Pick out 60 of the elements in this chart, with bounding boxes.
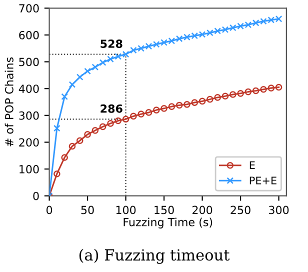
point bbox=[61, 93, 68, 100]
point bbox=[92, 127, 99, 134]
point bbox=[198, 98, 206, 105]
point bbox=[84, 131, 91, 138]
x-tick-label: 250 bbox=[230, 206, 250, 214]
x-tick-label: 150 bbox=[154, 206, 174, 214]
x-axis-title: Fuzzing Time (s) bbox=[124, 218, 212, 228]
point bbox=[275, 84, 282, 91]
point bbox=[152, 106, 160, 114]
point bbox=[76, 74, 84, 80]
x-tick-label: 200 bbox=[192, 206, 212, 214]
point bbox=[99, 59, 106, 66]
y-tick-label: 700 bbox=[19, 4, 39, 13]
point bbox=[229, 91, 236, 98]
point bbox=[184, 101, 190, 108]
point bbox=[176, 102, 183, 109]
point bbox=[138, 110, 144, 118]
point bbox=[168, 103, 176, 110]
point bbox=[237, 90, 244, 97]
point bbox=[107, 56, 114, 63]
y-tick-label: 100 bbox=[20, 165, 39, 174]
point bbox=[206, 96, 214, 103]
point bbox=[68, 142, 76, 150]
annotation: 528 bbox=[100, 40, 122, 48]
point bbox=[260, 86, 267, 93]
point bbox=[84, 68, 91, 75]
text: (a) Fuzzing timeout bbox=[79, 248, 230, 264]
point bbox=[160, 105, 168, 112]
point bbox=[54, 170, 60, 178]
point bbox=[191, 99, 198, 106]
point bbox=[54, 124, 60, 132]
point bbox=[268, 84, 275, 92]
point bbox=[92, 64, 99, 71]
annotation: 286 bbox=[100, 104, 122, 113]
point bbox=[99, 123, 106, 130]
x-tick-label: 100 bbox=[116, 206, 136, 214]
y-tick-label: 400 bbox=[18, 84, 39, 93]
y-tick-label: 0 bbox=[33, 192, 39, 200]
x-tick-label: 0 bbox=[46, 206, 52, 214]
point bbox=[68, 81, 76, 88]
point bbox=[107, 120, 114, 127]
point bbox=[122, 116, 130, 123]
x-tick-label: 50 bbox=[81, 206, 94, 214]
y-axis-title: # of POP Chains bbox=[4, 57, 14, 146]
point bbox=[61, 154, 68, 161]
point bbox=[214, 94, 221, 101]
x-tick-label: 300 bbox=[269, 206, 289, 214]
point bbox=[130, 112, 137, 120]
legend-label: PE+E bbox=[250, 176, 276, 184]
point bbox=[222, 92, 229, 100]
y-tick-label: 300 bbox=[19, 111, 39, 120]
point bbox=[76, 137, 84, 144]
y-tick-label: 200 bbox=[19, 138, 39, 147]
point bbox=[244, 88, 252, 96]
point bbox=[114, 117, 122, 124]
point bbox=[252, 87, 260, 94]
legend-label: E bbox=[250, 161, 255, 170]
y-tick-label: 600 bbox=[19, 30, 39, 40]
point bbox=[145, 109, 152, 116]
y-tick-label: 500 bbox=[19, 58, 39, 66]
